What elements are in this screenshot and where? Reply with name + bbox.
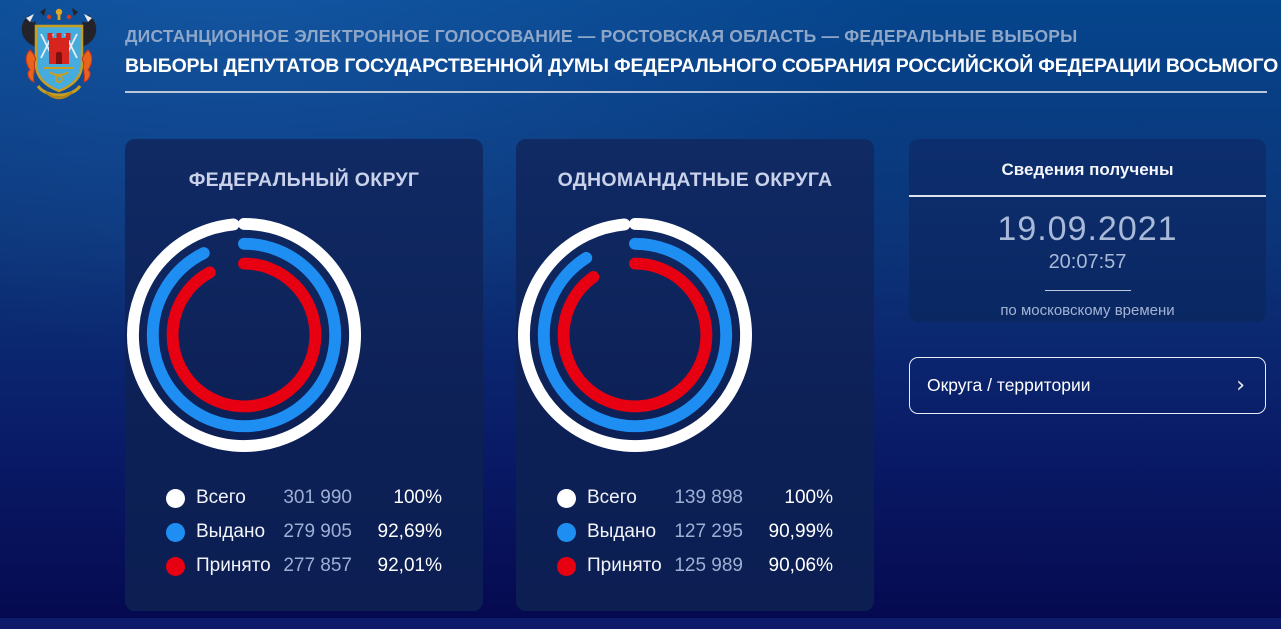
federal-district-donut-chart — [126, 217, 362, 453]
card-title-federal: ФЕДЕРАЛЬНЫЙ ОКРУГ — [188, 169, 420, 191]
legend-label: Принято — [587, 555, 662, 576]
ring-accepted — [557, 257, 713, 413]
districts-territories-button[interactable]: Округа / территории › — [909, 357, 1266, 414]
panel-mini-divider — [1044, 290, 1131, 291]
legend-percent: 90,06% — [768, 555, 833, 576]
legend-value: 139 898 — [674, 487, 743, 508]
stats-row: ФЕДЕРАЛЬНЫЙ ОКРУГ Всего 301 990 100% Вы — [125, 139, 874, 611]
legend-percent: 90,99% — [768, 521, 833, 542]
legend-dot-white — [557, 488, 576, 508]
legend-value: 125 989 — [674, 555, 743, 576]
data-received-panel: Сведения получены 19.09.2021 20:07:57 по… — [909, 139, 1266, 322]
ring-issued — [146, 237, 342, 433]
legend-dot-white — [166, 488, 185, 508]
single-mandate-legend: Всего 139 898 100% Выдано 127 295 90,99%… — [557, 481, 833, 583]
legend-label: Всего — [587, 487, 637, 508]
page-title: ВЫБОРЫ ДЕПУТАТОВ ГОСУДАРСТВЕННОЙ ДУМЫ ФЕ… — [125, 55, 1281, 77]
chevron-right-icon: › — [1236, 372, 1245, 398]
legend-dot-blue — [557, 522, 576, 542]
legend-value: 127 295 — [674, 521, 743, 542]
ring-issued — [537, 237, 733, 433]
legend-row-total: Всего 301 990 100% — [166, 481, 442, 515]
districts-territories-label: Округа / территории — [927, 375, 1091, 395]
rostov-coat-of-arms-logo — [21, 8, 97, 100]
federal-district-card: ФЕДЕРАЛЬНЫЙ ОКРУГ Всего 301 990 100% Вы — [125, 139, 483, 611]
legend-label: Принято — [196, 555, 271, 576]
panel-divider — [909, 195, 1266, 197]
side-column: Сведения получены 19.09.2021 20:07:57 по… — [909, 139, 1266, 414]
legend-label: Выдано — [196, 521, 266, 542]
bottom-glow-strip — [0, 618, 1281, 629]
legend-value: 279 905 — [283, 521, 352, 542]
legend-dot-blue — [166, 522, 185, 542]
legend-row-issued: Выдано 127 295 90,99% — [557, 515, 833, 549]
page-header: ДИСТАНЦИОННОЕ ЭЛЕКТРОННОЕ ГОЛОСОВАНИЕ — … — [125, 26, 1281, 93]
header-divider — [125, 91, 1267, 93]
legend-label: Выдано — [587, 521, 657, 542]
legend-row-accepted: Принято 277 857 92,01% — [166, 549, 442, 583]
legend-row-accepted: Принято 125 989 90,06% — [557, 549, 833, 583]
data-received-title: Сведения получены — [1001, 160, 1174, 179]
legend-value: 277 857 — [283, 555, 352, 576]
data-received-time: 20:07:57 — [1048, 251, 1127, 273]
legend-percent: 92,69% — [377, 521, 442, 542]
ring-accepted — [166, 257, 322, 413]
legend-percent: 92,01% — [377, 555, 442, 576]
legend-row-total: Всего 139 898 100% — [557, 481, 833, 515]
card-title-single-mandate: ОДНОМАНДАТНЫЕ ОКРУГА — [557, 169, 833, 191]
timezone-note: по московскому времени — [1000, 302, 1175, 319]
federal-legend: Всего 301 990 100% Выдано 279 905 92,69%… — [166, 481, 442, 583]
single-mandate-districts-card: ОДНОМАНДАТНЫЕ ОКРУГА Всего 139 898 100% — [516, 139, 874, 611]
legend-percent: 100% — [393, 487, 442, 508]
legend-value: 301 990 — [283, 487, 352, 508]
ring-total — [126, 217, 362, 453]
legend-percent: 100% — [784, 487, 833, 508]
ring-total — [517, 217, 753, 453]
legend-dot-red — [557, 556, 576, 576]
legend-dot-red — [166, 556, 185, 576]
page-supertitle: ДИСТАНЦИОННОЕ ЭЛЕКТРОННОЕ ГОЛОСОВАНИЕ — … — [125, 26, 1078, 46]
single-mandate-donut-chart — [517, 217, 753, 453]
legend-row-issued: Выдано 279 905 92,69% — [166, 515, 442, 549]
data-received-date: 19.09.2021 — [997, 210, 1178, 248]
legend-label: Всего — [196, 487, 246, 508]
